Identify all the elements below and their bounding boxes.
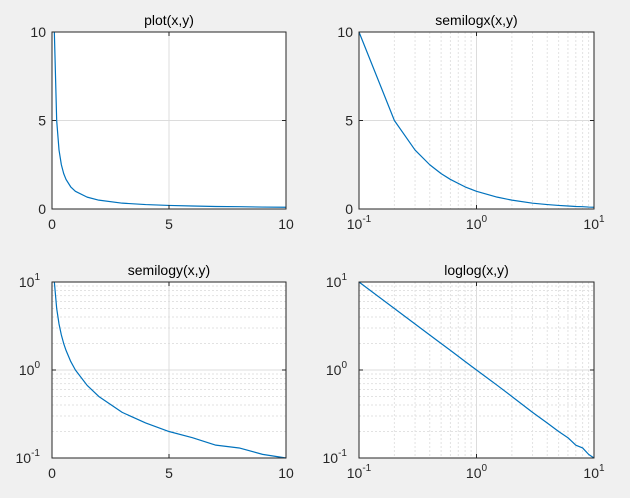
x-tick-label: 10 — [278, 465, 294, 481]
chart-title: semilogx(x,y) — [435, 12, 517, 28]
tick-label-base: 10 — [466, 465, 482, 481]
tick-label-base: 10 — [16, 450, 32, 466]
tick-label-exponent: -1 — [362, 463, 371, 474]
y-tick-label: 5 — [38, 113, 46, 129]
y-tick-label: 5 — [345, 113, 353, 129]
y-tick-label: 100 — [326, 360, 348, 378]
x-tick-label: 0 — [48, 216, 56, 232]
tick-label-exponent: 0 — [482, 214, 488, 225]
y-tick-label: 10-1 — [16, 448, 41, 466]
series-line-1 — [53, 281, 287, 459]
x-tick-label: 10-1 — [347, 463, 372, 481]
series-line-1 — [358, 31, 595, 208]
series-line-1 — [358, 281, 595, 459]
tick-label-base: 10 — [466, 216, 482, 232]
x-tick-label: 0 — [48, 465, 56, 481]
axes-1: 0 5 10 0 5 10 plot(x,y) — [30, 12, 294, 232]
x-tick-label: 5 — [165, 465, 173, 481]
x-tick-label: 10-1 — [347, 214, 372, 232]
tick-label-exponent: -1 — [338, 448, 347, 459]
tick-label-exponent: -1 — [31, 448, 40, 459]
tick-label-exponent: 1 — [599, 463, 605, 474]
tick-label-exponent: 1 — [599, 214, 605, 225]
tick-label-base: 10 — [323, 450, 339, 466]
chart-title: semilogy(x,y) — [128, 262, 210, 278]
tick-label-exponent: 0 — [34, 360, 40, 371]
y-tick-label: 101 — [326, 272, 348, 290]
tick-label-exponent: -1 — [362, 214, 371, 225]
tick-label-base: 10 — [583, 465, 599, 481]
chart-title: plot(x,y) — [144, 12, 194, 28]
chart-title: loglog(x,y) — [444, 262, 509, 278]
x-tick-label: 5 — [165, 216, 173, 232]
tick-label-exponent: 1 — [341, 272, 347, 283]
tick-label-base: 10 — [583, 216, 599, 232]
tick-label-base: 10 — [326, 362, 342, 378]
y-tick-label: 10 — [337, 24, 353, 40]
tick-label-base: 10 — [326, 274, 342, 290]
tick-label-base: 10 — [347, 216, 363, 232]
tick-label-base: 10 — [19, 362, 35, 378]
y-tick-label: 10-1 — [323, 448, 348, 466]
y-tick-label: 100 — [19, 360, 41, 378]
tick-label-base: 10 — [347, 465, 363, 481]
y-tick-label: 0 — [38, 201, 46, 217]
tick-label-exponent: 0 — [482, 463, 488, 474]
tick-label-exponent: 0 — [341, 360, 347, 371]
y-tick-label: 101 — [19, 272, 41, 290]
tick-label-base: 10 — [19, 274, 35, 290]
x-tick-label: 101 — [583, 463, 605, 481]
y-tick-label: 10 — [30, 24, 46, 40]
x-tick-label: 10 — [278, 216, 294, 232]
y-tick-label: 0 — [345, 201, 353, 217]
x-tick-label: 100 — [466, 214, 488, 232]
series-line-1 — [53, 31, 287, 208]
tick-label-exponent: 1 — [34, 272, 40, 283]
x-tick-label: 100 — [466, 463, 488, 481]
x-tick-label: 101 — [583, 214, 605, 232]
